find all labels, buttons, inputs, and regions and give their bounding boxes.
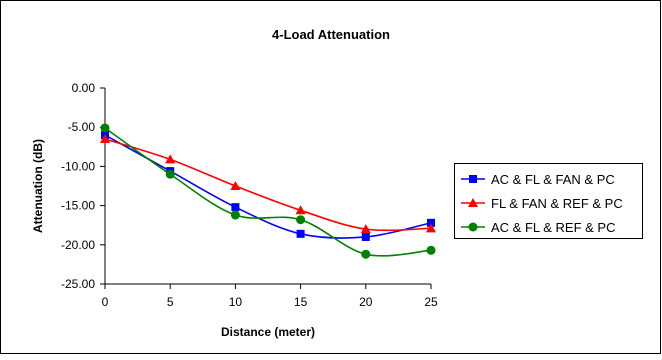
series-line-1 (104, 134, 432, 239)
legend-marker-3 (468, 222, 478, 232)
data-point-series-3 (230, 210, 240, 220)
data-point-series-3 (426, 245, 436, 255)
series-line-3 (104, 127, 432, 257)
data-point-series-2 (165, 154, 176, 164)
x-tick-label: 25 (424, 295, 438, 309)
data-point-series-3 (100, 123, 110, 133)
legend-label-3: AC & FL & REF & PC (491, 220, 616, 235)
data-point-series-2 (426, 223, 436, 233)
x-tick-label: 20 (359, 295, 373, 309)
y-tick-label: -15.00 (61, 199, 95, 213)
data-point-series-1 (296, 229, 305, 238)
data-point-series-2 (230, 181, 241, 190)
y-tick-label: -20.00 (61, 238, 95, 252)
data-point-series-2 (360, 224, 371, 234)
legend-marker-1 (469, 175, 477, 183)
data-point-series-3 (361, 249, 371, 259)
chart-title: 4-Load Attenuation (272, 27, 390, 42)
data-point-series-2 (100, 133, 110, 143)
data-point-series-1 (427, 218, 435, 227)
data-point-series-1 (361, 232, 370, 241)
y-tick-label: -25.00 (61, 277, 95, 291)
x-tick-label: 5 (167, 295, 174, 309)
series-line-2 (104, 138, 432, 232)
data-point-series-3 (165, 169, 175, 179)
legend-label-2: FL & FAN & REF & PC (491, 196, 623, 211)
y-tick-label: -10.00 (61, 159, 95, 173)
legend-box (454, 163, 643, 239)
x-tick-label: 10 (229, 295, 243, 309)
data-point-series-2 (295, 205, 306, 215)
data-point-series-3 (296, 215, 306, 225)
legend: AC & FL & FAN & PC FL & FAN & REF & PC AC … (454, 163, 643, 239)
legend-marker-2 (468, 198, 478, 207)
y-tick-label: 0.00 (72, 81, 96, 95)
y-tick-label: -5.00 (68, 120, 96, 134)
x-tick-label: 0 (102, 295, 109, 309)
x-tick-label: 15 (294, 295, 308, 309)
legend-label-1: AC & FL & FAN & PC (491, 172, 615, 187)
y-axis-label: Attenuation (dB) (31, 139, 45, 233)
x-axis-label: Distance (meter) (221, 325, 315, 339)
plot-area: 0.00 -5.00 -10.00 -15.00 -20.00 -25.00 0 5 10 15 2… (61, 81, 438, 309)
data-point-series-1 (231, 203, 240, 212)
